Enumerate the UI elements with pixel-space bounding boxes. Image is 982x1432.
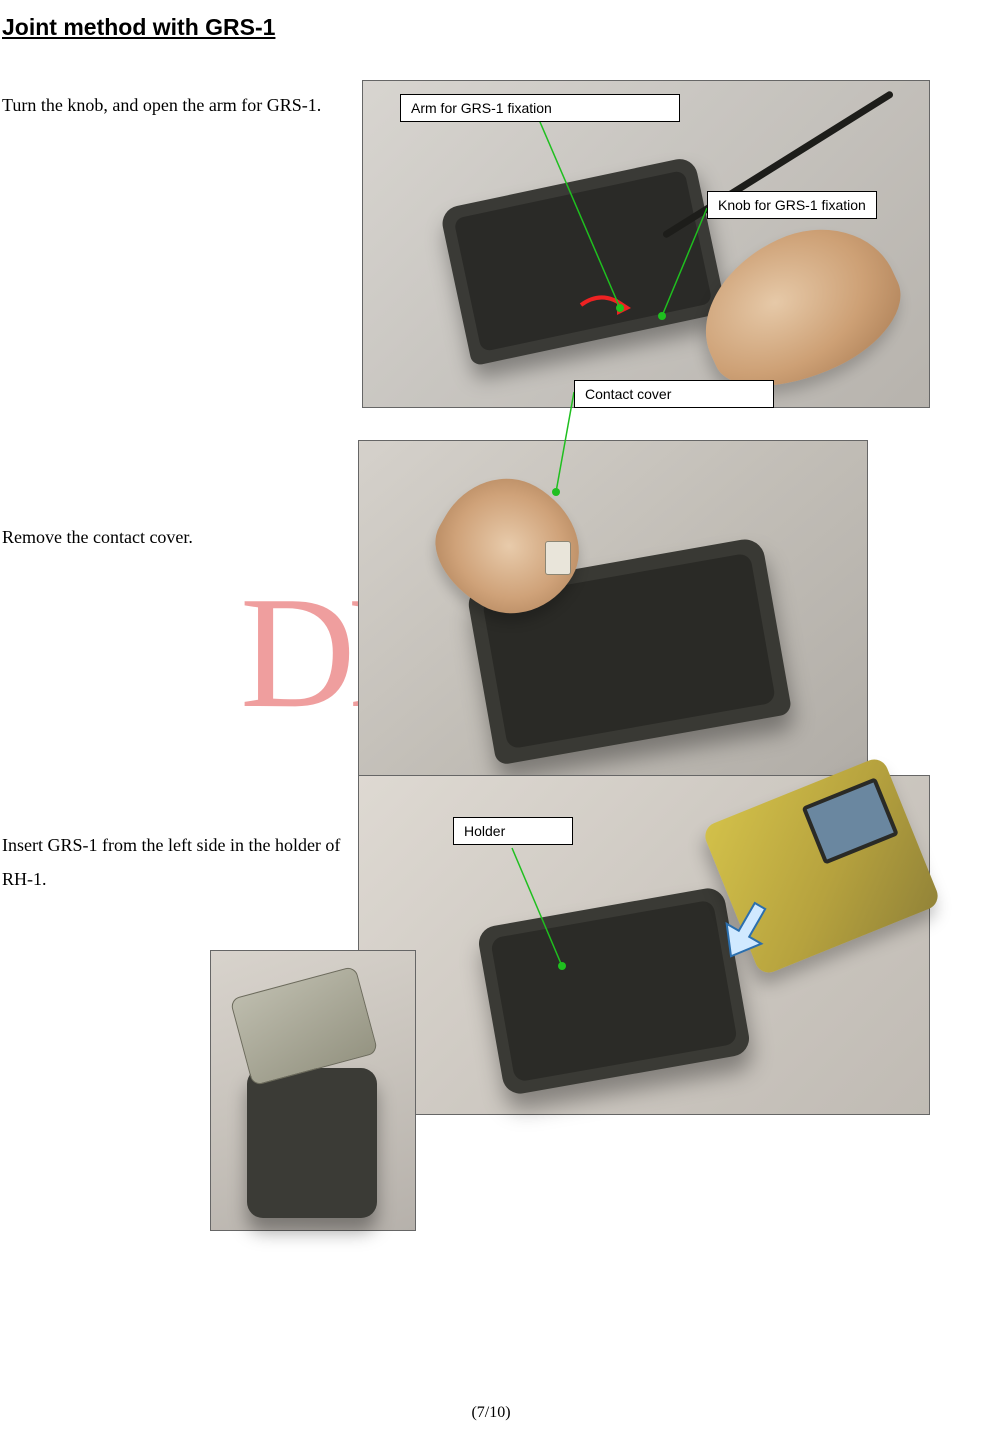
contact-cover xyxy=(545,541,571,575)
callout-contact: Contact cover xyxy=(574,380,774,408)
grs1-screen xyxy=(802,777,899,864)
callout-arm: Arm for GRS-1 fixation xyxy=(400,94,680,122)
step3-text: Insert GRS-1 from the left side in the h… xyxy=(2,828,362,896)
callout-knob: Knob for GRS-1 fixation xyxy=(707,191,877,219)
figure-3 xyxy=(358,775,930,1115)
page-title: Joint method with GRS-1 xyxy=(2,14,275,41)
device-holder xyxy=(439,156,727,367)
step1-text: Turn the knob, and open the arm for GRS-… xyxy=(2,88,342,122)
turn-arrow-icon xyxy=(573,293,633,327)
device-holder xyxy=(247,1068,377,1218)
step2-text: Remove the contact cover. xyxy=(2,520,342,554)
page-number: (7/10) xyxy=(0,1404,982,1422)
figure-2 xyxy=(358,440,868,776)
figure-4 xyxy=(210,950,416,1231)
device-holder xyxy=(476,886,752,1097)
figure-1 xyxy=(362,80,930,408)
callout-holder: Holder xyxy=(453,817,573,845)
